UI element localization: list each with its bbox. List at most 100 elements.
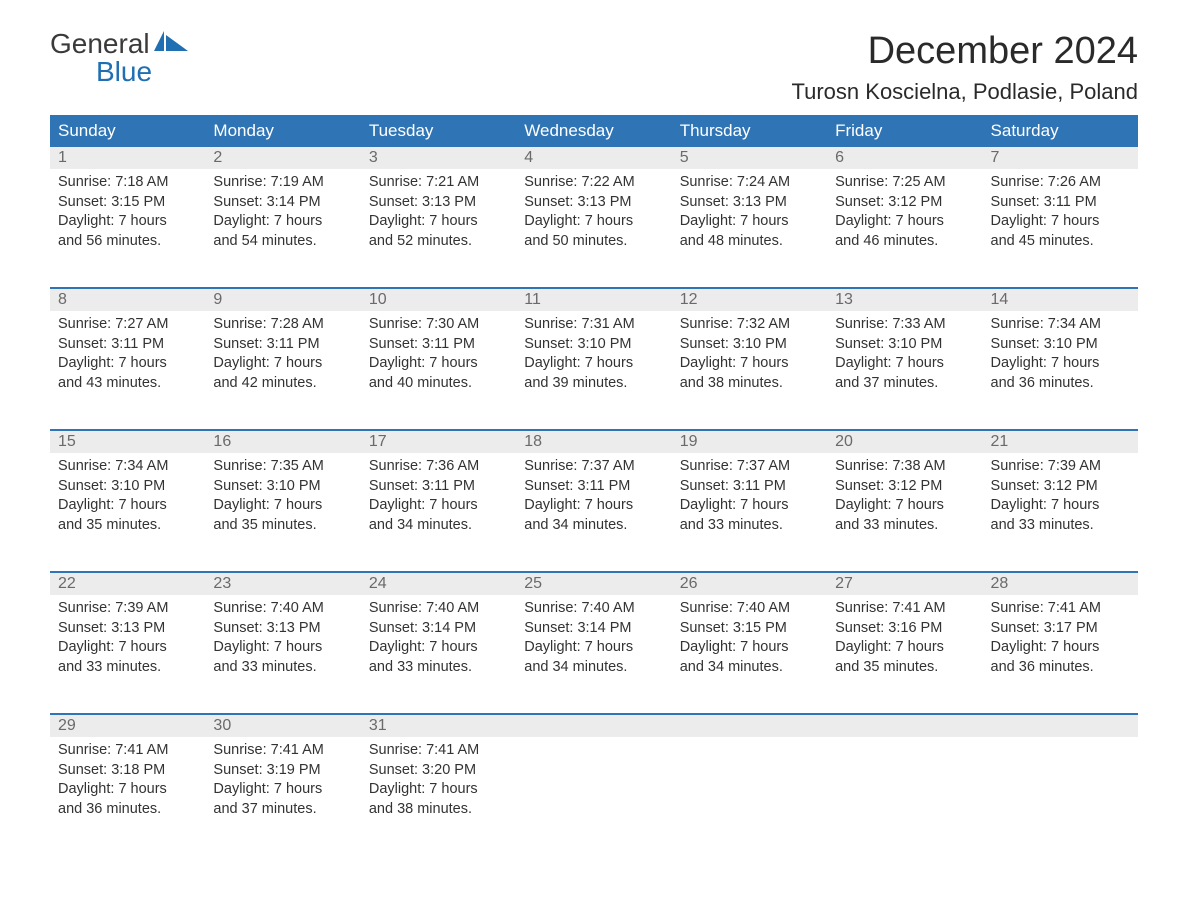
day-d1: Daylight: 7 hours xyxy=(991,212,1130,232)
day-sunset: Sunset: 3:16 PM xyxy=(835,619,974,639)
day-d1: Daylight: 7 hours xyxy=(680,496,819,516)
day-cell: 1Sunrise: 7:18 AMSunset: 3:15 PMDaylight… xyxy=(50,147,205,277)
day-number: 17 xyxy=(361,431,516,453)
day-d1: Daylight: 7 hours xyxy=(369,212,508,232)
logo-text-general: General xyxy=(50,30,150,58)
day-content: Sunrise: 7:40 AMSunset: 3:14 PMDaylight:… xyxy=(516,595,671,687)
day-cell: 16Sunrise: 7:35 AMSunset: 3:10 PMDayligh… xyxy=(205,431,360,561)
day-sunset: Sunset: 3:14 PM xyxy=(524,619,663,639)
day-content: Sunrise: 7:41 AMSunset: 3:19 PMDaylight:… xyxy=(205,737,360,829)
day-d2: and 33 minutes. xyxy=(369,658,508,678)
day-number-empty xyxy=(983,715,1138,737)
day-cell: 31Sunrise: 7:41 AMSunset: 3:20 PMDayligh… xyxy=(361,715,516,845)
day-content: Sunrise: 7:31 AMSunset: 3:10 PMDaylight:… xyxy=(516,311,671,403)
day-d1: Daylight: 7 hours xyxy=(524,354,663,374)
day-content: Sunrise: 7:34 AMSunset: 3:10 PMDaylight:… xyxy=(50,453,205,545)
day-d2: and 34 minutes. xyxy=(524,658,663,678)
day-cell: 12Sunrise: 7:32 AMSunset: 3:10 PMDayligh… xyxy=(672,289,827,419)
day-cell: 8Sunrise: 7:27 AMSunset: 3:11 PMDaylight… xyxy=(50,289,205,419)
day-content: Sunrise: 7:30 AMSunset: 3:11 PMDaylight:… xyxy=(361,311,516,403)
day-number: 20 xyxy=(827,431,982,453)
day-content: Sunrise: 7:28 AMSunset: 3:11 PMDaylight:… xyxy=(205,311,360,403)
day-cell: 27Sunrise: 7:41 AMSunset: 3:16 PMDayligh… xyxy=(827,573,982,703)
day-sunset: Sunset: 3:13 PM xyxy=(680,193,819,213)
day-sunset: Sunset: 3:12 PM xyxy=(835,477,974,497)
day-number: 31 xyxy=(361,715,516,737)
day-number: 3 xyxy=(361,147,516,169)
day-number: 15 xyxy=(50,431,205,453)
day-number: 26 xyxy=(672,573,827,595)
day-cell: 10Sunrise: 7:30 AMSunset: 3:11 PMDayligh… xyxy=(361,289,516,419)
day-sunrise: Sunrise: 7:25 AM xyxy=(835,173,974,193)
day-d2: and 33 minutes. xyxy=(991,516,1130,536)
day-cell: 5Sunrise: 7:24 AMSunset: 3:13 PMDaylight… xyxy=(672,147,827,277)
day-content: Sunrise: 7:21 AMSunset: 3:13 PMDaylight:… xyxy=(361,169,516,261)
day-sunset: Sunset: 3:11 PM xyxy=(680,477,819,497)
day-content: Sunrise: 7:39 AMSunset: 3:13 PMDaylight:… xyxy=(50,595,205,687)
day-number: 7 xyxy=(983,147,1138,169)
day-sunset: Sunset: 3:11 PM xyxy=(213,335,352,355)
day-d2: and 46 minutes. xyxy=(835,232,974,252)
day-number: 24 xyxy=(361,573,516,595)
day-number: 23 xyxy=(205,573,360,595)
day-d1: Daylight: 7 hours xyxy=(991,354,1130,374)
day-sunrise: Sunrise: 7:37 AM xyxy=(680,457,819,477)
day-d2: and 33 minutes. xyxy=(58,658,197,678)
day-sunrise: Sunrise: 7:24 AM xyxy=(680,173,819,193)
day-sunrise: Sunrise: 7:21 AM xyxy=(369,173,508,193)
day-cell: 3Sunrise: 7:21 AMSunset: 3:13 PMDaylight… xyxy=(361,147,516,277)
day-cell: 24Sunrise: 7:40 AMSunset: 3:14 PMDayligh… xyxy=(361,573,516,703)
day-number: 4 xyxy=(516,147,671,169)
day-sunset: Sunset: 3:11 PM xyxy=(991,193,1130,213)
day-cell: 9Sunrise: 7:28 AMSunset: 3:11 PMDaylight… xyxy=(205,289,360,419)
weekday-header: Monday xyxy=(205,115,360,147)
day-cell: 13Sunrise: 7:33 AMSunset: 3:10 PMDayligh… xyxy=(827,289,982,419)
day-sunrise: Sunrise: 7:18 AM xyxy=(58,173,197,193)
day-sunset: Sunset: 3:14 PM xyxy=(369,619,508,639)
day-d2: and 36 minutes. xyxy=(58,800,197,820)
day-sunset: Sunset: 3:14 PM xyxy=(213,193,352,213)
day-number: 30 xyxy=(205,715,360,737)
day-sunset: Sunset: 3:17 PM xyxy=(991,619,1130,639)
day-number: 25 xyxy=(516,573,671,595)
day-d2: and 33 minutes. xyxy=(680,516,819,536)
day-number: 10 xyxy=(361,289,516,311)
logo-top-row: General xyxy=(50,30,190,58)
day-number: 16 xyxy=(205,431,360,453)
day-number: 8 xyxy=(50,289,205,311)
day-sunset: Sunset: 3:10 PM xyxy=(58,477,197,497)
day-sunrise: Sunrise: 7:40 AM xyxy=(524,599,663,619)
day-d2: and 38 minutes. xyxy=(680,374,819,394)
day-d1: Daylight: 7 hours xyxy=(369,354,508,374)
day-d2: and 50 minutes. xyxy=(524,232,663,252)
day-content: Sunrise: 7:33 AMSunset: 3:10 PMDaylight:… xyxy=(827,311,982,403)
day-sunset: Sunset: 3:10 PM xyxy=(680,335,819,355)
day-d1: Daylight: 7 hours xyxy=(524,212,663,232)
calendar: Sunday Monday Tuesday Wednesday Thursday… xyxy=(50,115,1138,845)
day-cell: 17Sunrise: 7:36 AMSunset: 3:11 PMDayligh… xyxy=(361,431,516,561)
day-number-empty xyxy=(672,715,827,737)
day-sunset: Sunset: 3:18 PM xyxy=(58,761,197,781)
day-number: 9 xyxy=(205,289,360,311)
day-cell: 2Sunrise: 7:19 AMSunset: 3:14 PMDaylight… xyxy=(205,147,360,277)
day-cell: 19Sunrise: 7:37 AMSunset: 3:11 PMDayligh… xyxy=(672,431,827,561)
day-cell: 26Sunrise: 7:40 AMSunset: 3:15 PMDayligh… xyxy=(672,573,827,703)
day-d2: and 38 minutes. xyxy=(369,800,508,820)
day-d1: Daylight: 7 hours xyxy=(369,496,508,516)
day-d2: and 33 minutes. xyxy=(835,516,974,536)
day-sunrise: Sunrise: 7:38 AM xyxy=(835,457,974,477)
day-content: Sunrise: 7:27 AMSunset: 3:11 PMDaylight:… xyxy=(50,311,205,403)
day-sunset: Sunset: 3:11 PM xyxy=(369,335,508,355)
calendar-week: 8Sunrise: 7:27 AMSunset: 3:11 PMDaylight… xyxy=(50,287,1138,419)
calendar-week: 29Sunrise: 7:41 AMSunset: 3:18 PMDayligh… xyxy=(50,713,1138,845)
day-d2: and 36 minutes. xyxy=(991,658,1130,678)
day-content: Sunrise: 7:22 AMSunset: 3:13 PMDaylight:… xyxy=(516,169,671,261)
weekday-header: Thursday xyxy=(672,115,827,147)
day-sunset: Sunset: 3:12 PM xyxy=(835,193,974,213)
day-sunrise: Sunrise: 7:41 AM xyxy=(58,741,197,761)
day-sunrise: Sunrise: 7:41 AM xyxy=(835,599,974,619)
day-sunrise: Sunrise: 7:39 AM xyxy=(991,457,1130,477)
day-number: 5 xyxy=(672,147,827,169)
day-content: Sunrise: 7:24 AMSunset: 3:13 PMDaylight:… xyxy=(672,169,827,261)
calendar-week: 1Sunrise: 7:18 AMSunset: 3:15 PMDaylight… xyxy=(50,147,1138,277)
